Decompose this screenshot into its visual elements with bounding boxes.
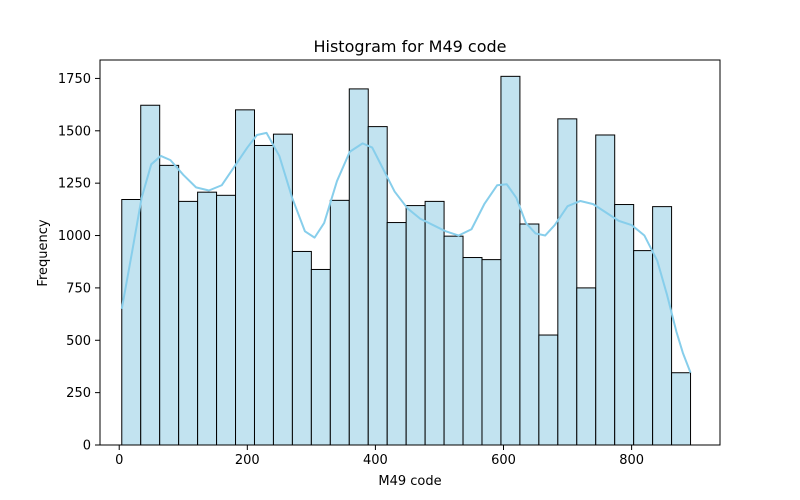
x-tick-label: 200: [235, 453, 260, 468]
histogram-bar: [538, 334, 559, 446]
histogram-bar: [386, 222, 407, 446]
y-axis-ticks: 0 250 500 750 1000 1250 1500 1750: [58, 72, 100, 454]
x-axis-ticks: 0 200 400 600 800: [115, 445, 644, 468]
y-tick-label: 0: [83, 439, 91, 454]
y-axis-label: Frequency: [36, 219, 51, 286]
y-tick-label: 500: [66, 334, 91, 349]
histogram-bar: [557, 118, 578, 446]
histogram-bar: [595, 134, 616, 446]
histogram-bar: [329, 199, 350, 446]
histogram-bar: [614, 204, 635, 446]
histogram-bar: [443, 235, 464, 446]
y-tick-label: 1750: [58, 72, 91, 87]
histogram-bar: [121, 199, 142, 446]
plot-frame: [99, 59, 721, 446]
chart-title: Histogram for M49 code: [313, 37, 506, 56]
y-tick-label: 750: [66, 281, 91, 296]
histogram-bar: [424, 200, 445, 446]
y-tick-label: 1500: [58, 124, 91, 139]
x-tick-label: 400: [363, 453, 388, 468]
y-tick-label: 1250: [58, 177, 91, 192]
histogram-bar: [367, 126, 388, 446]
histogram-bar: [576, 287, 597, 446]
x-tick-label: 600: [491, 453, 516, 468]
histogram-bar: [272, 133, 293, 446]
histogram-bar: [671, 372, 692, 446]
histogram-bar: [197, 191, 218, 446]
kde-curve: [120, 131, 692, 374]
histogram-bar: [462, 257, 483, 446]
x-tick-label: 0: [115, 453, 123, 468]
bars-group: [121, 75, 692, 446]
histogram-bar: [519, 223, 540, 446]
histogram-bar: [405, 205, 426, 446]
histogram-bar: [159, 164, 180, 446]
histogram-bar: [216, 194, 237, 446]
histogram-bar: [481, 259, 502, 446]
x-tick-label: 800: [619, 453, 644, 468]
histogram-bar: [291, 250, 312, 446]
histogram-bar: [652, 206, 673, 446]
histogram-bar: [348, 88, 369, 446]
histogram-bar: [633, 250, 654, 446]
x-axis-label: M49 code: [378, 474, 441, 489]
histogram-bar: [500, 75, 521, 446]
histogram-bar: [253, 144, 274, 446]
histogram-bar: [140, 104, 161, 446]
y-tick-label: 1000: [58, 229, 91, 244]
histogram-bar: [178, 200, 199, 446]
y-tick-label: 250: [66, 386, 91, 401]
histogram-bar: [310, 268, 331, 446]
